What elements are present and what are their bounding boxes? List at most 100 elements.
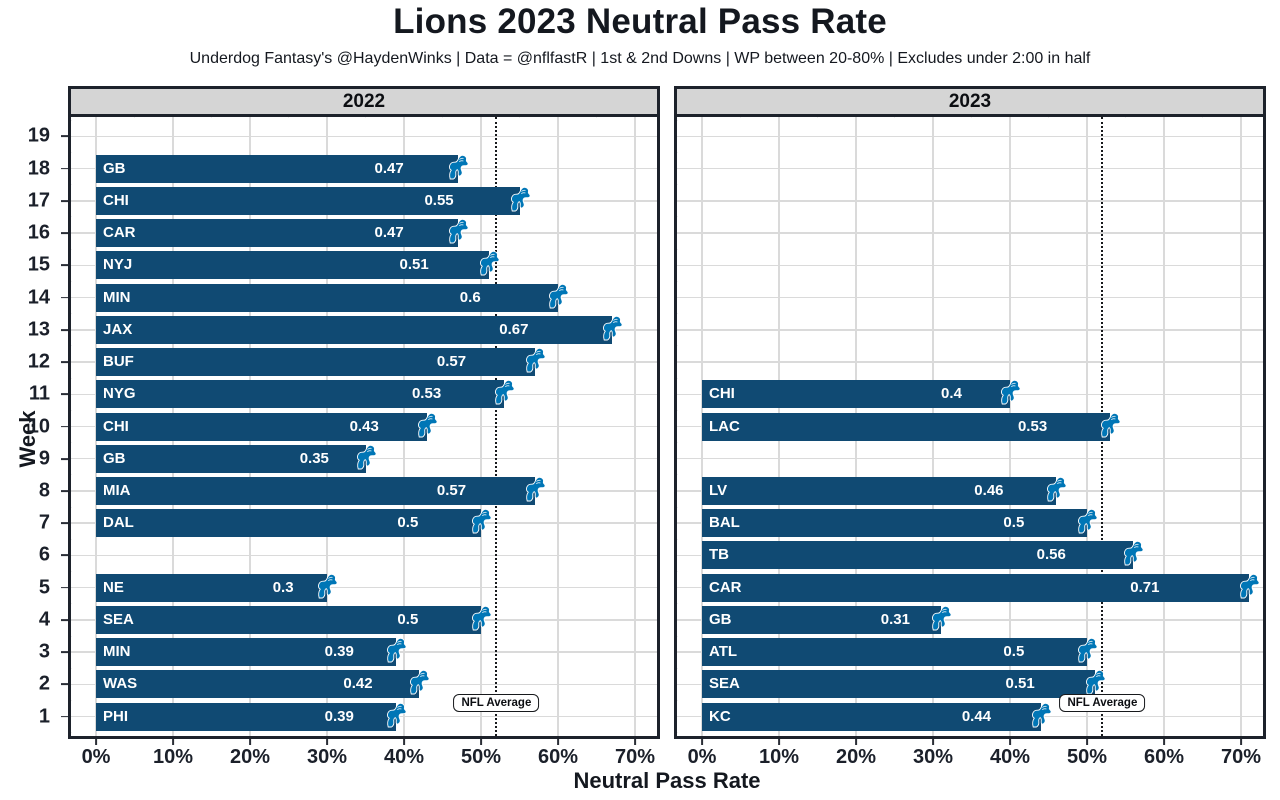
bar-opponent-label: GB [103, 159, 126, 177]
lions-logo-icon [1076, 507, 1098, 539]
x-tick-mark [701, 739, 703, 745]
gridline-vertical-minor [894, 117, 896, 118]
bar-value-label: 0.46 [974, 481, 1004, 499]
y-tick-mark [61, 457, 68, 460]
bar-value-label: 0.67 [499, 320, 529, 338]
bar-value-label: 0.51 [1005, 675, 1035, 693]
x-tick-mark [95, 739, 97, 745]
gridline-horizontal-major [677, 232, 1263, 234]
gridline-horizontal-minor [71, 409, 72, 411]
bar-week-5: NE 0.3 [96, 573, 328, 602]
bar-opponent-label: GB [709, 610, 732, 628]
gridline-vertical-minor [817, 117, 819, 118]
lions-logo-icon [1084, 668, 1106, 700]
gridline-vertical-minor [519, 117, 521, 118]
gridline-horizontal-major [677, 296, 1263, 299]
x-tick-label: 0% [81, 746, 111, 768]
bar-value-label: 0.5 [1003, 643, 1025, 661]
y-tick-label: 13 [27, 318, 50, 341]
x-tick-mark [1163, 739, 1165, 745]
lions-logo-icon [1238, 572, 1260, 604]
x-tick-label: 40% [990, 746, 1031, 768]
bar-week-2: SEA 0.51 [702, 670, 1095, 699]
gridline-horizontal-minor [677, 442, 678, 444]
y-tick-label: 8 [38, 479, 50, 502]
y-tick-label: 7 [38, 511, 50, 534]
bar-opponent-label: KC [709, 707, 731, 725]
gridline-horizontal-minor [677, 119, 678, 121]
x-tick-label: 30% [307, 746, 348, 768]
facet-panel-2023: 2023 NFL Average KC 0.44 SEA 0.51 ATL 0.5 GB 0.31… [674, 86, 1266, 739]
bar-week-12: BUF 0.57 [96, 348, 535, 377]
bar-week-4: GB 0.31 [702, 605, 941, 634]
gridline-horizontal-minor [71, 506, 72, 508]
facet-strip-label: 2023 [948, 90, 992, 112]
bar-week-2: WAS 0.42 [96, 670, 420, 699]
x-tick-mark [932, 739, 934, 745]
y-tick-label: 4 [38, 608, 50, 631]
facet-strip-label: 2022 [342, 90, 386, 112]
bar-opponent-label: CHI [103, 417, 129, 435]
x-tick-mark [172, 739, 174, 745]
y-tick-label: 9 [38, 447, 50, 470]
bar-week-11: CHI 0.4 [702, 380, 1011, 409]
gridline-horizontal-minor [71, 377, 72, 379]
gridline-horizontal-minor [71, 474, 72, 476]
bar-opponent-label: GB [103, 449, 126, 467]
lions-logo-icon [416, 411, 438, 443]
gridline-horizontal-minor [677, 667, 678, 669]
bar-week-3: ATL 0.5 [702, 638, 1088, 667]
bar-week-6: TB 0.56 [702, 541, 1134, 570]
bar-value-label: 0.71 [1130, 578, 1160, 596]
x-tick-mark [634, 739, 636, 745]
x-tick-label: 10% [759, 746, 800, 768]
bar-value-label: 0.5 [397, 610, 419, 628]
lions-logo-icon [316, 572, 338, 604]
y-tick-label: 18 [27, 157, 50, 180]
bar-opponent-label: JAX [103, 320, 133, 338]
gridline-horizontal-minor [677, 216, 678, 218]
y-tick-label: 14 [27, 286, 50, 309]
gridline-vertical-minor [971, 117, 973, 118]
x-tick-mark [557, 739, 559, 745]
gridline-horizontal-minor [71, 635, 72, 637]
x-tick-mark [326, 739, 328, 745]
bar-week-8: MIA 0.57 [96, 476, 535, 505]
y-tick-label: 15 [27, 253, 50, 276]
gridline-vertical-minor [365, 117, 367, 118]
facet-panel-2022: 2022 NFL Average PHI 0.39 WAS 0.42 MIN 0.39 SEA 0… [68, 86, 660, 739]
lions-logo-icon [478, 249, 500, 281]
y-tick-mark [61, 264, 68, 267]
gridline-horizontal-minor [677, 248, 678, 250]
gridline-horizontal-minor [71, 216, 72, 218]
x-tick-label: 70% [1221, 746, 1262, 768]
bar-opponent-label: DAL [103, 514, 134, 532]
bar-value-label: 0.3 [272, 578, 294, 596]
x-tick-mark [855, 739, 857, 745]
gridline-horizontal-minor [71, 280, 72, 282]
gridline-horizontal-minor [71, 571, 72, 573]
bar-week-11: NYG 0.53 [96, 380, 505, 409]
bar-week-1: PHI 0.39 [96, 702, 397, 731]
gridline-horizontal-minor [71, 119, 72, 121]
bar-value-label: 0.55 [424, 191, 454, 209]
y-tick-label: 1 [38, 705, 50, 728]
x-tick-label: 40% [384, 746, 425, 768]
bar-opponent-label: LV [709, 481, 728, 499]
y-tick-mark [61, 425, 68, 428]
bar-value-label: 0.5 [397, 514, 419, 532]
chart-title: Lions 2023 Neutral Pass Rate [393, 2, 887, 41]
bar-opponent-label: SEA [103, 610, 134, 628]
bar-week-7: BAL 0.5 [702, 509, 1088, 538]
bar-opponent-label: BUF [103, 353, 134, 371]
gridline-horizontal-major [677, 329, 1263, 331]
gridline-horizontal-minor [71, 700, 72, 702]
gridline-horizontal-minor [71, 667, 72, 669]
y-tick-mark [61, 135, 68, 138]
nfl-average-label: NFL Average [1059, 694, 1146, 713]
x-tick-label: 50% [1067, 746, 1108, 768]
bar-opponent-label: PHI [103, 707, 129, 725]
x-tick-mark [778, 739, 780, 745]
lions-logo-icon [1099, 411, 1121, 443]
x-tick-label: 60% [538, 746, 579, 768]
